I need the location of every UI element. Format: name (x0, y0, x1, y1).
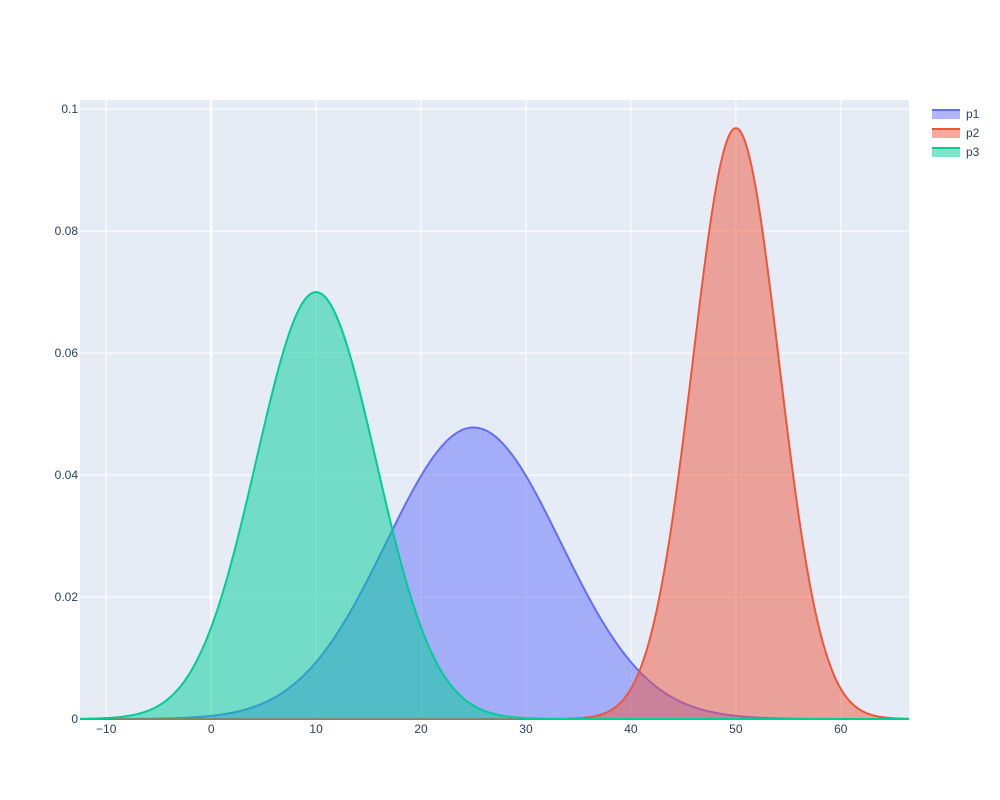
area-p1 (80, 427, 909, 719)
legend-swatch-p3 (932, 147, 960, 157)
legend-item-p2[interactable]: p2 (932, 126, 980, 140)
y-tick-label: 0.08 (55, 224, 79, 238)
area-p3 (80, 292, 909, 719)
legend-swatch-p1 (932, 109, 960, 119)
line-p3 (79, 291, 909, 720)
legend-swatch-p2 (932, 128, 960, 138)
y-tick-label: 0.06 (55, 346, 79, 360)
y-tick-label: 0.04 (55, 468, 79, 482)
x-tick-label: 40 (624, 722, 638, 736)
legend-label-p3: p3 (966, 145, 980, 159)
x-tick-label: −10 (96, 722, 117, 736)
x-tick-label: 20 (414, 722, 428, 736)
x-tick-label: 30 (519, 722, 533, 736)
series-areas (79, 127, 910, 720)
y-axis: 0 0.02 0.04 0.06 0.08 0.1 (55, 102, 79, 726)
legend-label-p2: p2 (966, 126, 980, 140)
x-tick-label: 0 (208, 722, 215, 736)
x-tick-label: 50 (729, 722, 743, 736)
y-tick-label: 0 (71, 712, 78, 726)
legend-item-p1[interactable]: p1 (932, 107, 980, 121)
x-axis: −10 0 10 20 30 40 50 60 (96, 722, 848, 736)
y-tick-label: 0.1 (61, 102, 78, 116)
legend-item-p3[interactable]: p3 (932, 145, 980, 159)
legend: p1 p2 p3 (932, 107, 980, 159)
x-tick-label: 10 (309, 722, 323, 736)
area-p2 (80, 128, 909, 719)
legend-label-p1: p1 (966, 107, 980, 121)
x-tick-label: 60 (834, 722, 848, 736)
y-tick-label: 0.02 (55, 590, 79, 604)
